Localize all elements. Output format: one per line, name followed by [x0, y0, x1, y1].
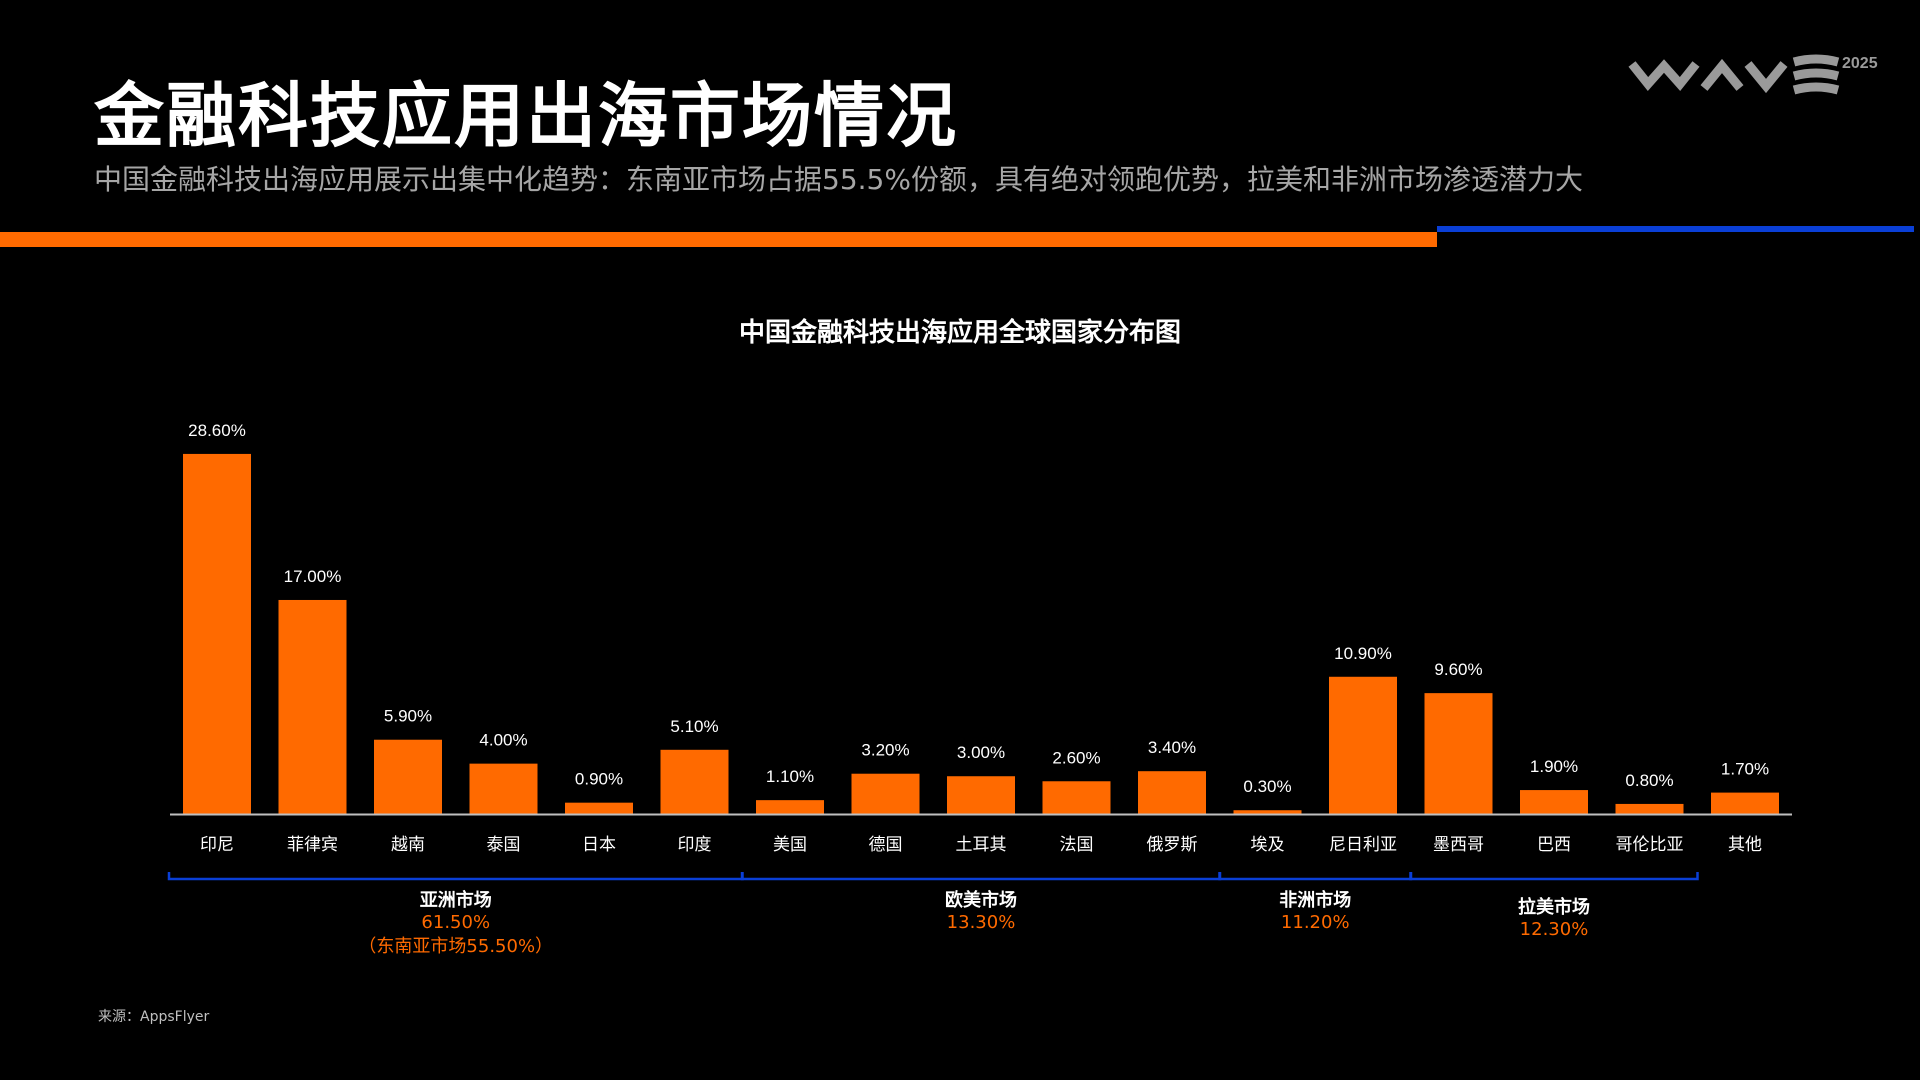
group-bracket: [1409, 872, 1699, 881]
bar: [756, 800, 824, 814]
data-label: 10.90%: [1334, 644, 1392, 663]
data-label: 1.10%: [766, 767, 814, 786]
category-label: 其他: [1728, 835, 1762, 855]
category-label: 德国: [869, 835, 903, 855]
logo-year: 2025: [1842, 55, 1878, 72]
bar: [1520, 790, 1588, 814]
header-divider-blue: [1437, 226, 1914, 232]
page-title: 金融科技应用出海市场情况: [94, 75, 958, 157]
category-label: 菲律宾: [287, 835, 338, 855]
bar: [660, 749, 729, 814]
category-label: 日本: [582, 835, 616, 855]
data-label: 1.70%: [1721, 760, 1769, 779]
bar: [1042, 781, 1111, 814]
group-name: 亚洲市场: [420, 889, 492, 911]
bar: [1424, 693, 1493, 814]
bar: [851, 773, 920, 814]
data-label: 3.20%: [861, 741, 909, 760]
group-bracket: [740, 872, 1222, 881]
data-label: 5.10%: [670, 717, 718, 736]
category-label: 巴西: [1537, 835, 1571, 855]
category-label: 埃及: [1251, 835, 1285, 855]
category-label: 泰国: [487, 835, 521, 855]
category-label: 印度: [678, 835, 712, 855]
bar: [1138, 771, 1206, 814]
bar: [565, 802, 633, 814]
category-label: 俄罗斯: [1147, 835, 1198, 855]
category-label: 美国: [773, 835, 807, 855]
group-name: 拉美市场: [1518, 896, 1590, 918]
group-value: 12.30%: [1520, 919, 1589, 940]
group-bracket: [167, 872, 744, 881]
bar: [183, 453, 251, 814]
bar: [947, 776, 1015, 814]
group-bracket: [1218, 872, 1413, 881]
group-value: 11.20%: [1281, 912, 1350, 933]
data-label: 3.00%: [957, 743, 1005, 762]
bar: [1233, 810, 1302, 814]
bar: [1711, 792, 1779, 814]
bar: [278, 599, 347, 814]
data-label: 17.00%: [284, 567, 342, 586]
data-label: 4.00%: [479, 731, 527, 750]
page-subtitle: 中国金融科技出海应用展示出集中化趋势：东南亚市场占据55.5%份额，具有绝对领跑…: [94, 163, 1583, 196]
bar: [374, 739, 442, 814]
group-note: （东南亚市场55.50%）: [358, 936, 553, 957]
data-label: 0.30%: [1243, 777, 1291, 796]
wave-2025-logo: 2025: [1628, 52, 1878, 106]
header-divider-orange: [0, 232, 1437, 247]
data-label: 1.90%: [1530, 757, 1578, 776]
data-label: 0.80%: [1625, 771, 1673, 790]
bar: [469, 763, 538, 814]
category-label: 墨西哥: [1433, 835, 1484, 855]
source-note: 来源：AppsFlyer: [98, 1009, 210, 1025]
group-name: 非洲市场: [1279, 889, 1351, 911]
data-label: 3.40%: [1148, 738, 1196, 757]
data-label: 5.90%: [384, 707, 432, 726]
category-label: 土耳其: [956, 835, 1007, 855]
data-label: 0.90%: [575, 770, 623, 789]
group-name: 欧美市场: [945, 889, 1017, 911]
group-value: 61.50%: [421, 912, 490, 933]
bar: [1329, 676, 1397, 814]
data-label: 2.60%: [1052, 748, 1100, 767]
category-label: 印尼: [200, 835, 234, 855]
data-label: 28.60%: [188, 421, 246, 440]
category-label: 法国: [1060, 835, 1094, 855]
category-label: 越南: [391, 835, 425, 855]
data-label: 9.60%: [1434, 660, 1482, 679]
chart-title: 中国金融科技出海应用全球国家分布图: [738, 318, 1181, 348]
category-label: 尼日利亚: [1329, 835, 1397, 855]
bar: [1615, 803, 1684, 814]
group-value: 13.30%: [947, 912, 1016, 933]
category-label: 哥伦比亚: [1616, 835, 1684, 855]
